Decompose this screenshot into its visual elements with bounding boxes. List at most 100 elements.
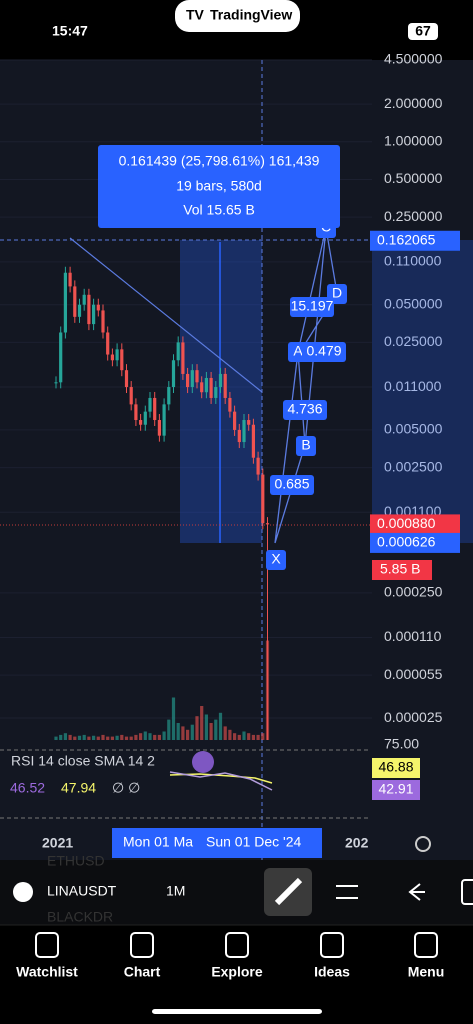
rsi-line [169, 771, 273, 791]
price-label: 0.000880 [377, 515, 436, 531]
candle [54, 382, 58, 384]
volume-bar [120, 734, 124, 740]
app-name: TradingView [210, 7, 292, 23]
nav-label[interactable]: Explore [211, 964, 263, 980]
interval[interactable]: 1M [166, 883, 185, 899]
price-label-bg [370, 532, 460, 553]
candle [82, 294, 86, 305]
candle [92, 304, 96, 325]
candle [261, 474, 265, 524]
nav-icon[interactable] [320, 932, 344, 958]
trend-line [69, 237, 263, 393]
pattern-label-bg [290, 297, 334, 317]
sma-value: 47.94 [61, 780, 96, 796]
volume-bar [143, 731, 147, 740]
sma-label-bg [372, 780, 420, 800]
volume-bar [129, 736, 133, 740]
nav-items: Watchlist Chart Explore Ideas Menu [16, 932, 445, 980]
rsi-level: 75.00 [384, 736, 419, 752]
volume-bar [77, 735, 82, 740]
x-label: 202 [345, 835, 369, 851]
volume-bar [162, 731, 166, 740]
volume-bar [190, 724, 194, 740]
nav-icon[interactable] [130, 932, 154, 958]
pattern-label: 15.197 [291, 298, 334, 314]
rsi-value: 46.52 [10, 780, 45, 796]
volume-bar [96, 736, 100, 740]
candle [233, 411, 237, 430]
volume-label: 5.85 B [380, 561, 420, 577]
y-tick-label: 0.000110 [384, 628, 442, 644]
candle [190, 370, 194, 388]
volume-bar [157, 734, 161, 740]
undo-icon[interactable] [408, 883, 425, 901]
volume-bar [228, 729, 232, 740]
candle [110, 354, 114, 361]
y-tick-label: 0.005000 [384, 421, 443, 437]
volume-bar [195, 716, 199, 740]
pattern-label: 0.479 [306, 343, 341, 359]
ruler-icon [274, 877, 303, 906]
price-label: 0.000626 [377, 534, 436, 550]
candle [242, 420, 246, 443]
rsi-title: RSI 14 close SMA 14 2 [11, 753, 155, 769]
candle [143, 411, 147, 425]
time: 15:47 [52, 23, 88, 39]
candle [237, 429, 241, 443]
volume-bar [242, 731, 246, 740]
volume-bar [218, 712, 223, 740]
y-tick-label: 0.500000 [384, 170, 443, 186]
candle [87, 294, 91, 325]
nav-bar [0, 925, 473, 1024]
volume-bar [214, 719, 218, 740]
candle [129, 387, 133, 405]
y-tick-label: 0.110000 [384, 253, 442, 269]
y-tick-label: 0.250000 [384, 208, 443, 224]
volume-bar [176, 723, 180, 740]
candle [59, 332, 63, 383]
nav-icon[interactable] [35, 932, 59, 958]
nav-label[interactable]: Ideas [314, 964, 350, 980]
volume-bar [256, 734, 260, 740]
price-label: 0.162065 [377, 231, 436, 247]
candle [63, 272, 67, 333]
y-tick-label: 0.011000 [384, 378, 442, 394]
candle [157, 420, 161, 436]
app-logo: TV [186, 7, 205, 23]
volume-bar [139, 733, 143, 740]
candle [139, 420, 143, 425]
volume-bar [200, 706, 204, 740]
nav-label[interactable]: Chart [124, 964, 161, 980]
pattern-label-bg [283, 400, 327, 420]
volume-bar [82, 734, 86, 740]
symbol[interactable]: LINAUSDT [47, 883, 117, 899]
nav-icon[interactable] [225, 932, 249, 958]
more-icon[interactable] [461, 879, 473, 905]
volume-bar [223, 726, 227, 740]
ghost-symbol: ETHUSD [47, 853, 105, 869]
symbol-icon [13, 882, 33, 902]
pattern-label-bg [270, 475, 314, 495]
volume-bar [115, 735, 119, 740]
sma-label: 42.91 [378, 781, 413, 797]
y-tick-label: 1.000000 [384, 132, 443, 148]
candle [167, 387, 171, 405]
volume-bar [87, 736, 91, 740]
nav-label[interactable]: Watchlist [16, 964, 78, 980]
nav-label[interactable]: Menu [408, 964, 445, 980]
nav-icon[interactable] [414, 932, 438, 958]
x-label: 2021 [42, 835, 73, 851]
pattern-label: D [332, 285, 342, 301]
settings-icon[interactable] [415, 836, 431, 852]
candle [153, 397, 157, 421]
ghost-symbol: BLACKDR [47, 909, 113, 925]
candle [134, 404, 138, 421]
x-label: Sun 01 Dec '24 [206, 834, 302, 850]
volume-bar [237, 734, 241, 740]
rsi-label-bg [372, 758, 420, 778]
volume-bar [124, 736, 129, 740]
measure-text: 19 bars, 580d [176, 178, 262, 194]
candle [106, 332, 110, 355]
volume-bar [63, 733, 67, 740]
